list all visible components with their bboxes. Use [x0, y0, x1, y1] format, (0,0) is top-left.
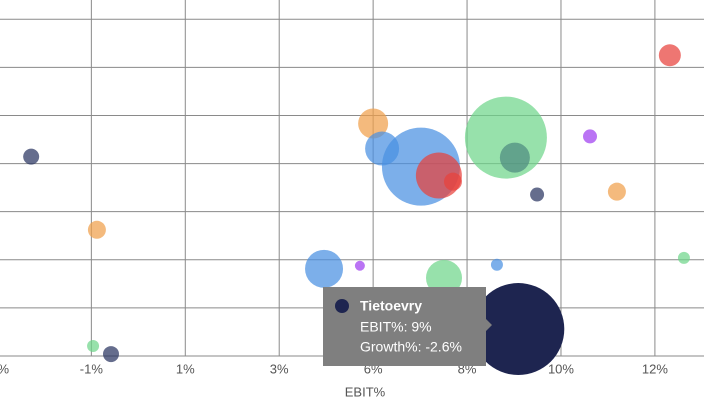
x-tick-label: 1% — [176, 361, 195, 376]
bubble — [87, 339, 100, 352]
bubble — [490, 258, 503, 271]
bubble — [354, 260, 365, 271]
tooltip-line: Growth%: -2.6% — [360, 339, 462, 355]
bubble — [472, 283, 565, 376]
bubble — [499, 142, 530, 173]
tooltip-title: Tietoevry — [360, 298, 422, 314]
bubble — [23, 148, 40, 165]
x-tick-label: 10% — [548, 361, 574, 376]
x-tick-label: -1% — [80, 361, 104, 376]
bubble — [305, 249, 344, 288]
tooltip-box — [323, 287, 492, 366]
bubble — [607, 182, 626, 201]
x-tick-label: 12% — [642, 361, 668, 376]
x-tick-label: 3% — [270, 361, 289, 376]
x-axis-label: EBIT% — [345, 384, 386, 399]
bubble — [426, 259, 463, 296]
tooltip-line: EBIT%: 9% — [360, 319, 432, 335]
bubble — [677, 251, 690, 264]
bubble — [583, 129, 598, 144]
x-tick-label: -3% — [0, 361, 9, 376]
tooltip-swatch — [335, 299, 349, 313]
bubble — [658, 44, 681, 67]
bubble — [358, 108, 389, 139]
bubble — [87, 220, 106, 239]
bubble — [530, 187, 545, 202]
bubble — [443, 172, 462, 191]
tooltip: Tietoevry EBIT%: 9% Growth%: -2.6% — [323, 287, 492, 366]
bubble — [103, 346, 120, 363]
